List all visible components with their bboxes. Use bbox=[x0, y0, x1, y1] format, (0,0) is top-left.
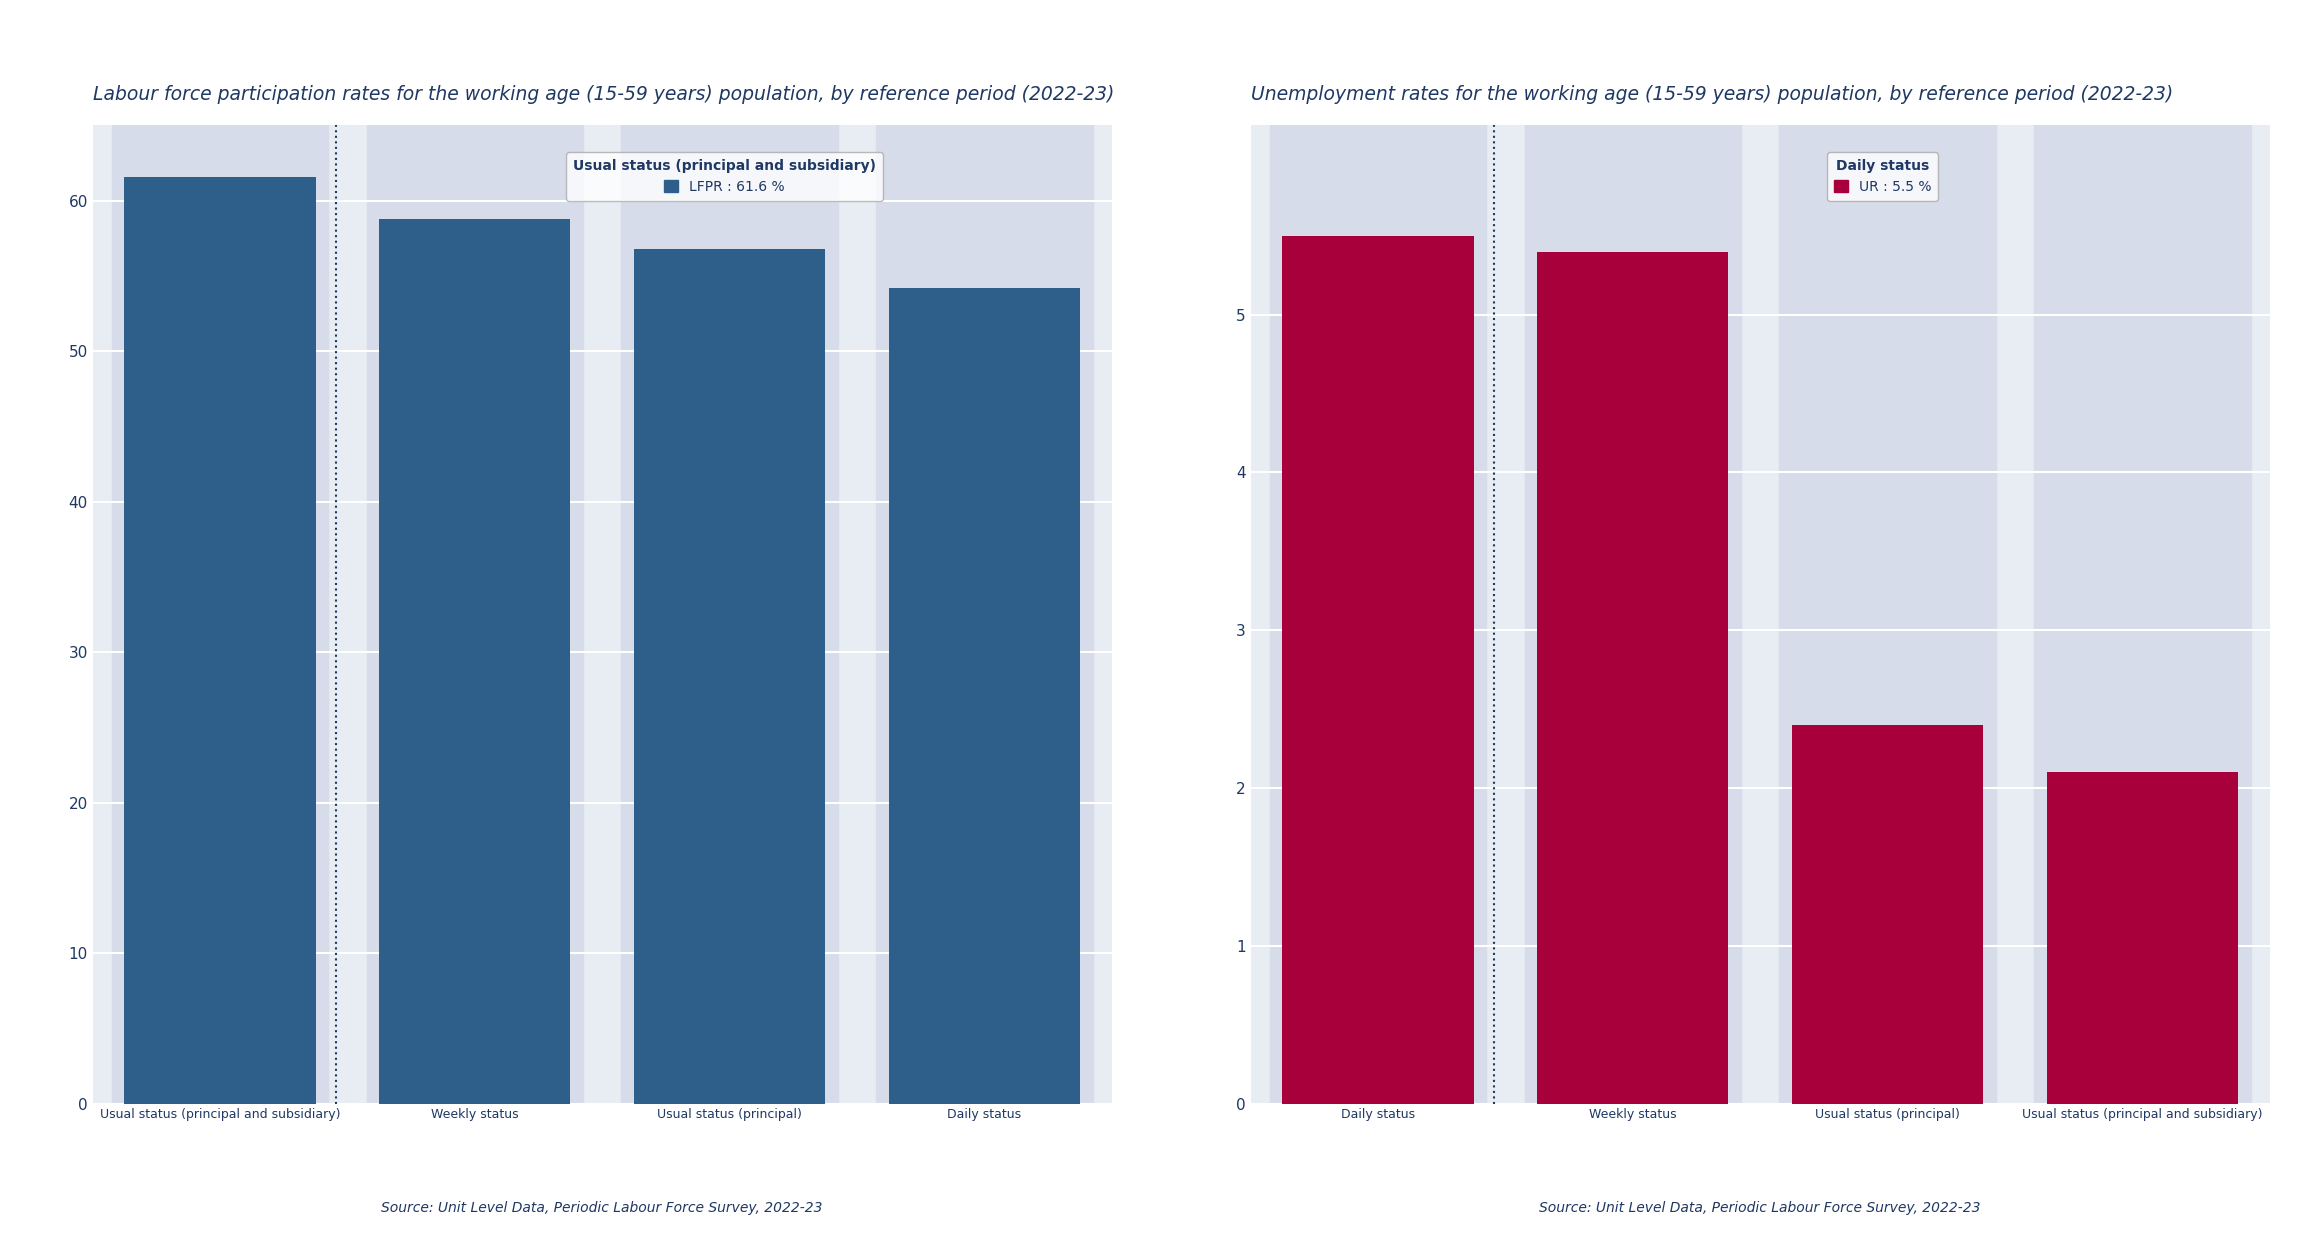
Bar bbox=[1538, 252, 1728, 1104]
Bar bbox=[2033, 125, 2251, 1104]
Bar bbox=[111, 125, 329, 1104]
Bar bbox=[125, 177, 315, 1104]
Bar bbox=[1779, 125, 1996, 1104]
Bar bbox=[1793, 725, 1982, 1104]
Bar bbox=[875, 125, 1093, 1104]
Bar bbox=[380, 218, 570, 1104]
Text: Source: Unit Level Data, Periodic Labour Force Survey, 2022-23: Source: Unit Level Data, Periodic Labour… bbox=[1540, 1201, 1980, 1215]
Text: Unemployment rates for the working age (15-59 years) population, by reference pe: Unemployment rates for the working age (… bbox=[1251, 85, 2172, 104]
Bar bbox=[366, 125, 584, 1104]
Legend: UR : 5.5 %: UR : 5.5 % bbox=[1827, 152, 1938, 201]
Bar bbox=[621, 125, 838, 1104]
Text: Labour force participation rates for the working age (15-59 years) population, b: Labour force participation rates for the… bbox=[93, 85, 1114, 104]
Bar bbox=[1269, 125, 1487, 1104]
Bar bbox=[2047, 772, 2237, 1104]
Legend: LFPR : 61.6 %: LFPR : 61.6 % bbox=[565, 152, 882, 201]
Bar bbox=[1283, 236, 1473, 1104]
Bar bbox=[635, 248, 824, 1104]
Bar bbox=[889, 288, 1079, 1104]
Text: Source: Unit Level Data, Periodic Labour Force Survey, 2022-23: Source: Unit Level Data, Periodic Labour… bbox=[382, 1201, 822, 1215]
Bar bbox=[1524, 125, 1742, 1104]
